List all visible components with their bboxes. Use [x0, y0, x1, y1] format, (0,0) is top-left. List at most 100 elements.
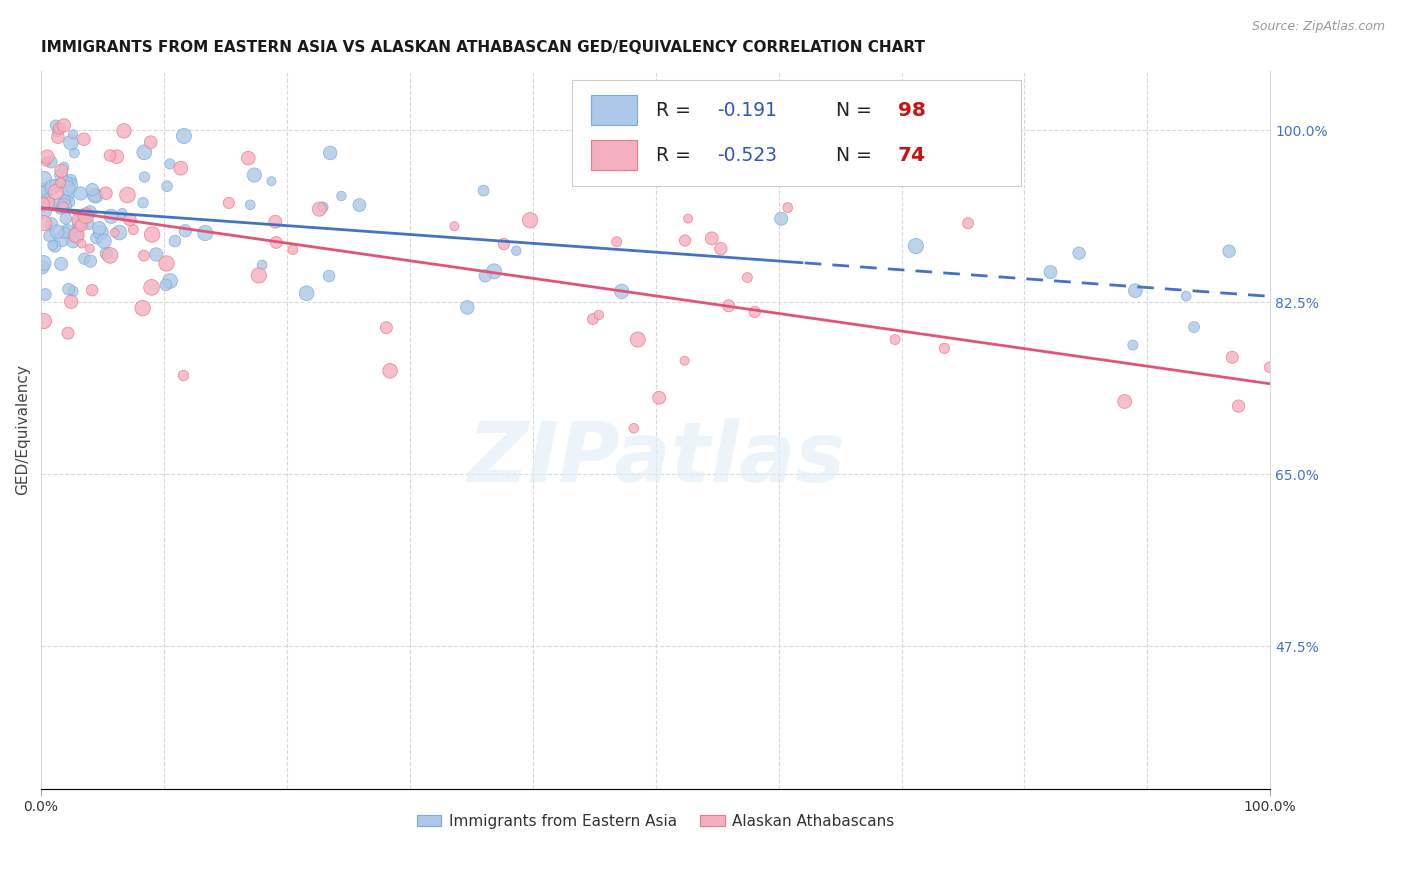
Point	[1175, 289, 1198, 303]
Point	[776, 201, 799, 215]
Point	[250, 258, 273, 272]
Point	[53, 199, 76, 213]
Point	[700, 231, 723, 245]
Text: 74: 74	[898, 145, 925, 165]
Point	[443, 219, 465, 234]
Point	[35, 154, 58, 169]
Point	[51, 232, 73, 246]
Point	[70, 236, 93, 251]
Point	[94, 186, 117, 201]
Point	[59, 173, 82, 187]
Point	[606, 235, 628, 249]
Point	[84, 189, 107, 203]
Point	[155, 256, 177, 270]
Point	[141, 227, 163, 242]
Point	[63, 146, 86, 161]
Point	[1114, 394, 1136, 409]
Point	[56, 224, 79, 238]
Point	[218, 196, 240, 211]
Point	[482, 264, 505, 278]
Point	[41, 180, 63, 194]
Point	[456, 301, 478, 315]
Text: Source: ZipAtlas.com: Source: ZipAtlas.com	[1251, 20, 1385, 33]
Point	[93, 234, 115, 248]
Point	[98, 148, 121, 162]
Point	[56, 326, 79, 340]
Point	[1218, 244, 1240, 259]
Point	[173, 368, 195, 383]
Point	[46, 125, 69, 139]
Point	[56, 175, 79, 189]
Point	[295, 286, 318, 301]
Point	[32, 216, 55, 230]
Point	[1220, 351, 1243, 365]
Point	[58, 194, 80, 209]
Text: N =: N =	[837, 101, 879, 120]
Point	[330, 189, 353, 203]
Point	[46, 225, 69, 239]
Point	[112, 124, 135, 138]
Point	[105, 150, 128, 164]
Point	[70, 219, 93, 233]
Point	[673, 353, 696, 368]
Point	[46, 130, 69, 145]
Point	[52, 119, 75, 133]
Point	[122, 222, 145, 236]
Point	[31, 185, 53, 199]
Point	[53, 160, 76, 174]
Point	[31, 197, 53, 211]
Text: N =: N =	[837, 145, 879, 165]
Point	[1039, 265, 1062, 279]
Text: IMMIGRANTS FROM EASTERN ASIA VS ALASKAN ATHABASCAN GED/EQUIVALENCY CORRELATION C: IMMIGRANTS FROM EASTERN ASIA VS ALASKAN …	[41, 40, 925, 55]
Point	[238, 151, 260, 165]
Point	[132, 195, 155, 210]
Point	[737, 270, 759, 285]
Point	[77, 217, 100, 231]
Point	[247, 268, 270, 283]
Text: 98: 98	[898, 101, 925, 120]
Point	[170, 161, 193, 176]
Point	[156, 179, 179, 194]
Point	[83, 188, 105, 202]
Point	[582, 312, 605, 326]
Point	[104, 226, 127, 240]
Point	[174, 224, 197, 238]
Point	[710, 242, 733, 256]
Point	[308, 202, 330, 216]
Point	[318, 268, 340, 283]
Point	[163, 234, 186, 248]
Point	[173, 128, 195, 143]
Point	[37, 150, 59, 164]
Point	[49, 168, 72, 182]
Point	[134, 169, 156, 184]
Point	[44, 178, 66, 192]
Point	[375, 320, 398, 334]
Bar	[572, 80, 1021, 186]
Point	[472, 184, 495, 198]
Point	[76, 208, 98, 222]
Point	[108, 226, 131, 240]
Point	[86, 231, 108, 245]
Point	[79, 242, 101, 256]
Point	[474, 268, 496, 283]
Point	[44, 239, 66, 253]
Point	[904, 239, 927, 253]
Point	[41, 217, 63, 231]
Point	[79, 254, 101, 268]
Point	[60, 136, 83, 150]
Point	[957, 216, 980, 230]
Point	[1227, 399, 1250, 413]
Point	[38, 228, 60, 243]
Point	[45, 119, 67, 133]
Point	[39, 155, 62, 169]
Point	[69, 186, 91, 201]
Text: R =: R =	[655, 101, 696, 120]
Point	[884, 333, 907, 347]
Point	[627, 333, 650, 347]
Point	[117, 188, 139, 202]
Point	[312, 200, 335, 214]
Point	[45, 185, 67, 199]
Bar	[591, 140, 637, 170]
Point	[58, 189, 80, 203]
Point	[49, 196, 72, 211]
